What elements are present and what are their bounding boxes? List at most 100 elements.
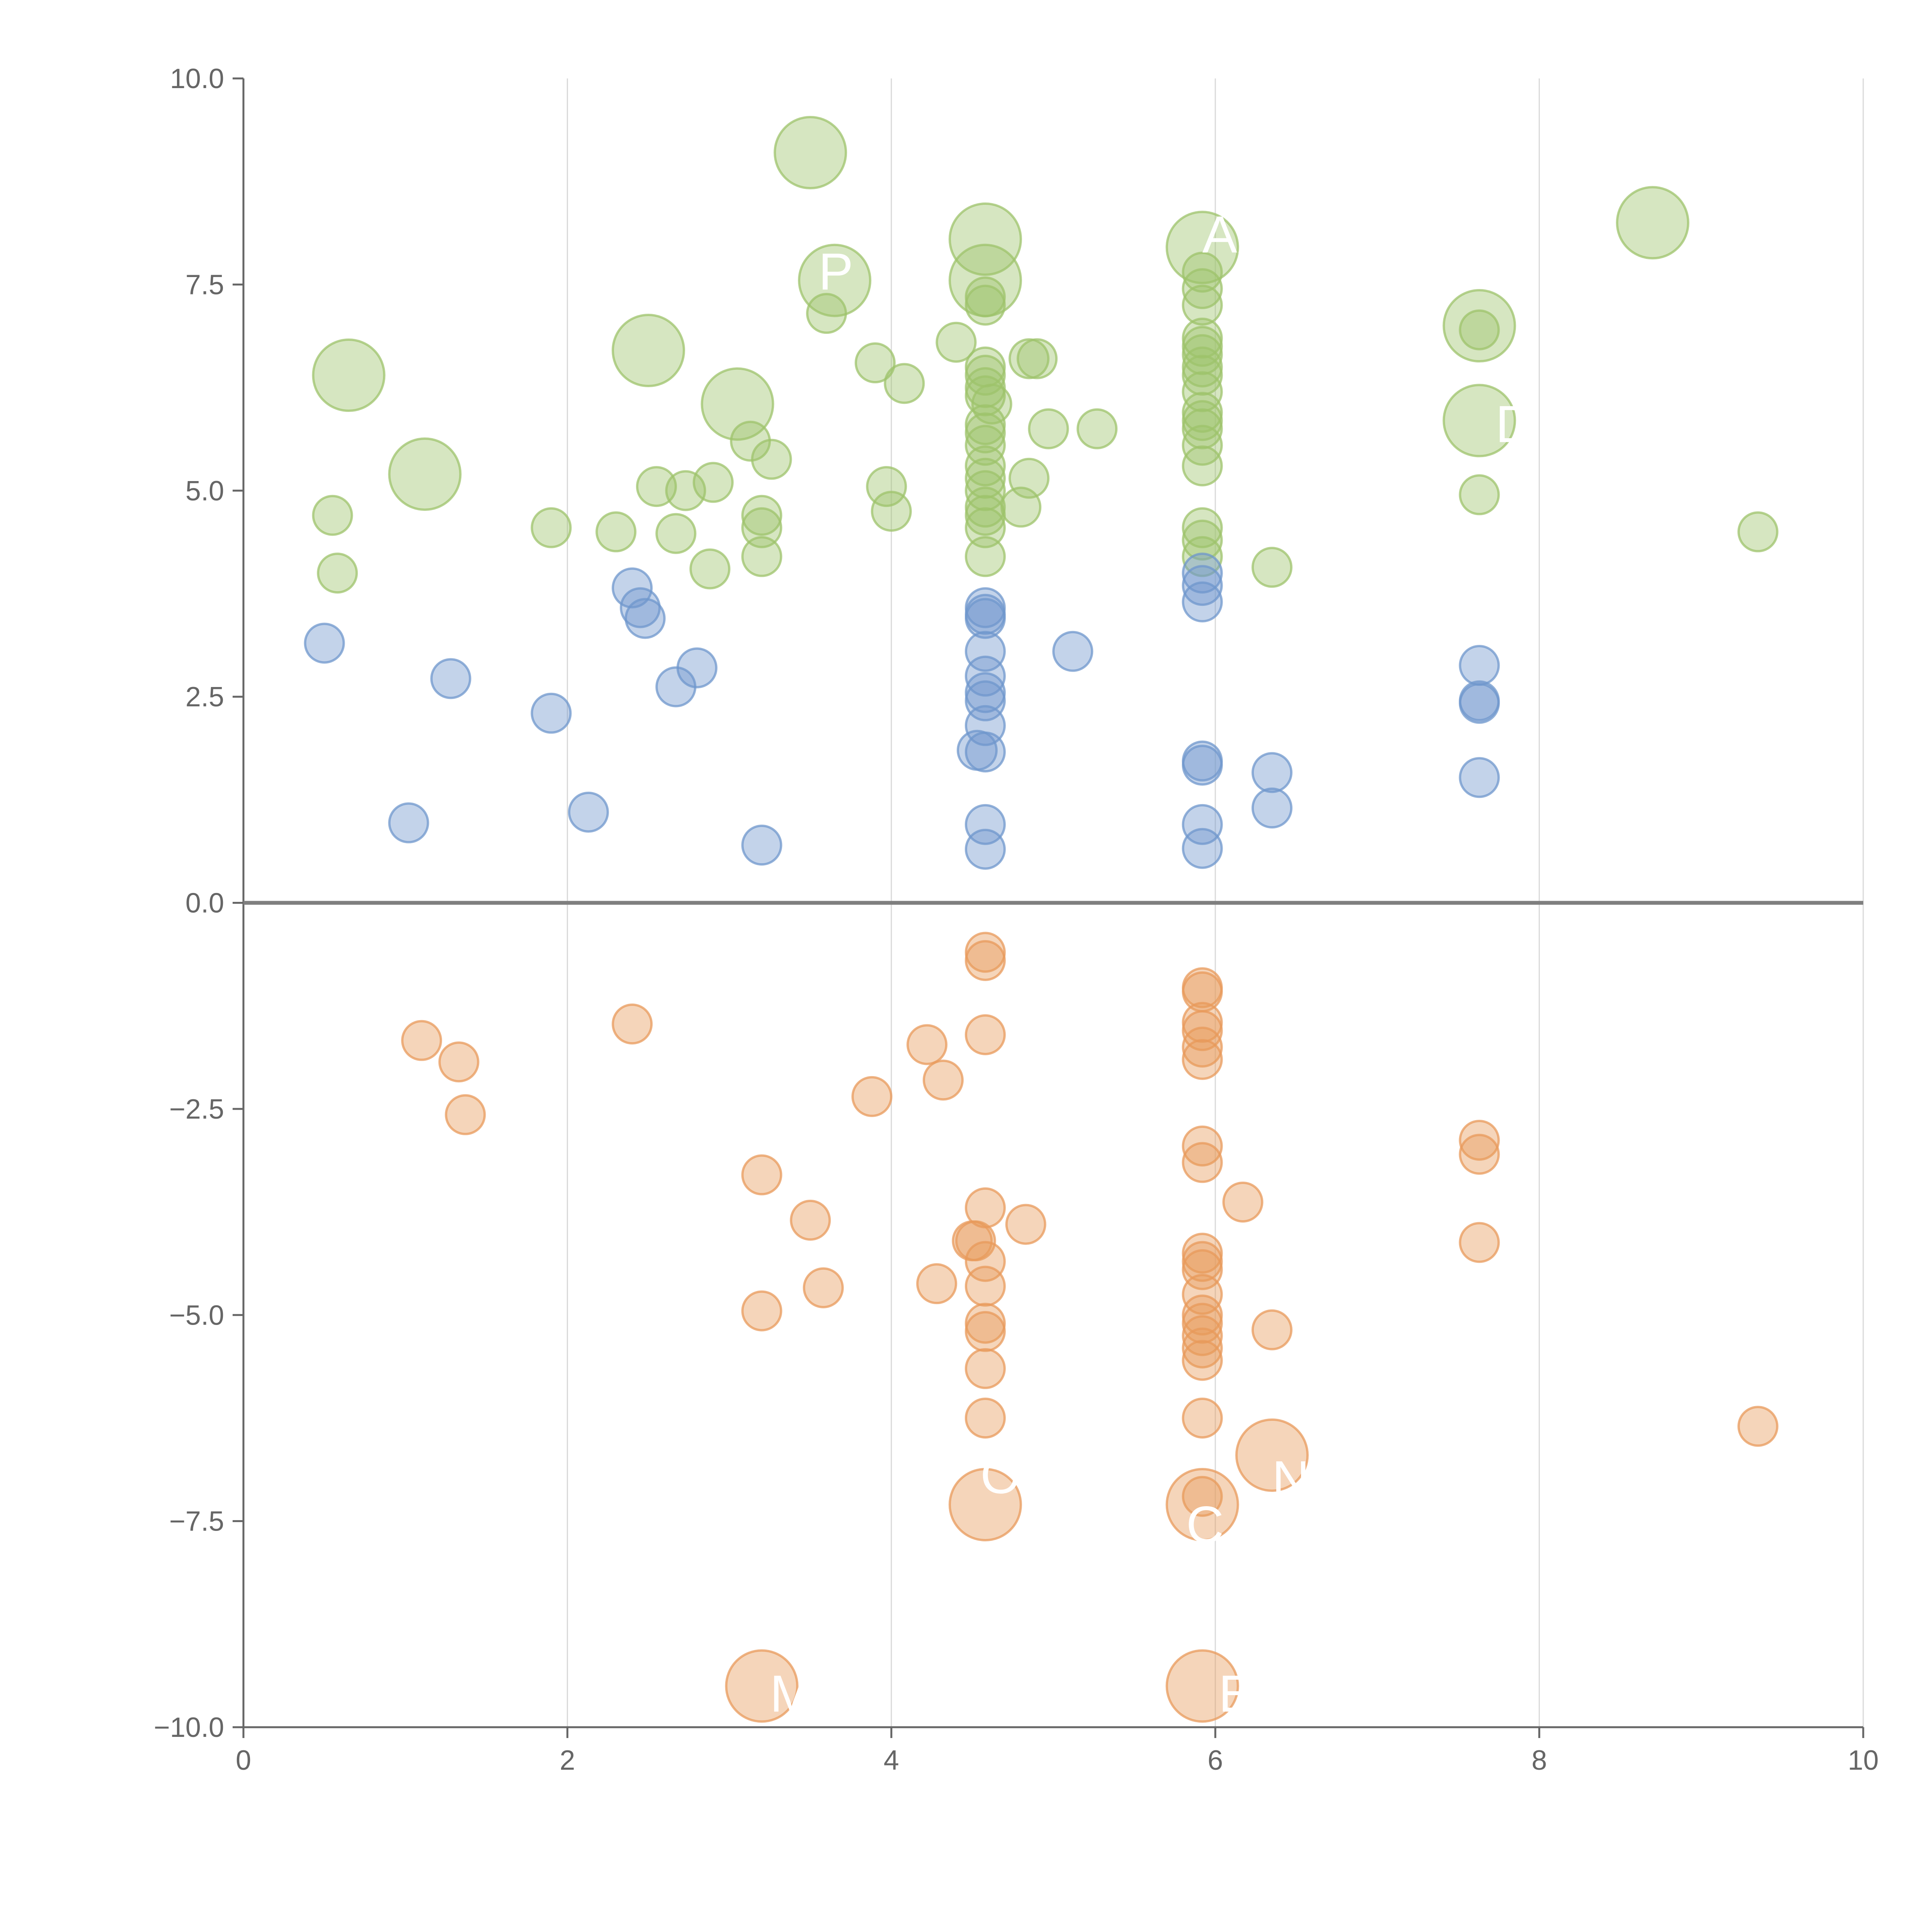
green-bubble xyxy=(854,342,896,384)
bubble-label: E xyxy=(1219,1665,1253,1723)
green-bubble xyxy=(312,338,386,412)
green-bubble xyxy=(665,470,706,511)
blue-bubble xyxy=(1052,631,1094,672)
bubble-label: D xyxy=(1495,395,1533,453)
blue-bubble xyxy=(388,802,429,844)
x-tick-label: 0 xyxy=(236,1745,251,1776)
y-tick-label: −5.0 xyxy=(169,1300,224,1331)
blue-bubble xyxy=(964,598,1006,639)
green-bubble xyxy=(388,437,462,511)
orange-bubble xyxy=(1005,1204,1046,1245)
blue-bubble xyxy=(620,587,661,628)
blue-bubble xyxy=(676,647,718,689)
green-bubble xyxy=(1182,268,1223,310)
green-bubble xyxy=(964,507,1006,548)
green-bubble xyxy=(1182,252,1223,293)
green-bubble xyxy=(1182,536,1223,577)
green-bubble xyxy=(1459,474,1500,515)
green-bubble xyxy=(751,439,792,480)
green-bubble xyxy=(1459,309,1500,350)
orange-bubble xyxy=(851,1076,893,1117)
orange-bubble xyxy=(1182,1039,1223,1080)
orange-bubble xyxy=(725,1649,799,1723)
green-bubble xyxy=(689,548,731,590)
orange-bubble xyxy=(948,1468,1022,1541)
blue-bubble xyxy=(964,804,1006,845)
bubble-label: P xyxy=(818,242,853,301)
green-bubble xyxy=(798,243,872,317)
orange-bubble xyxy=(955,1220,996,1262)
blue-bubble xyxy=(304,622,345,664)
green-bubble xyxy=(964,284,1006,326)
x-tick-label: 8 xyxy=(1532,1745,1547,1776)
orange-bubble xyxy=(1459,1222,1500,1263)
green-bubble xyxy=(1182,507,1223,548)
orange-bubble xyxy=(1182,1274,1223,1315)
green-bubble xyxy=(741,507,782,548)
x-tick-label: 6 xyxy=(1208,1745,1223,1776)
orange-bubble xyxy=(741,1290,782,1332)
green-bubble xyxy=(1251,547,1293,588)
orange-bubble xyxy=(1251,1309,1293,1350)
green-bubble xyxy=(1182,284,1223,326)
orange-bubble xyxy=(964,1014,1006,1055)
green-bubble xyxy=(964,470,1006,511)
data-bubbles xyxy=(304,116,1779,1723)
green-bubble xyxy=(866,466,907,507)
orange-bubble xyxy=(612,1003,653,1045)
blue-bubble xyxy=(624,598,666,639)
orange-bubble xyxy=(964,1397,1006,1439)
green-bubble xyxy=(1017,338,1058,379)
orange-bubble xyxy=(964,1241,1006,1282)
orange-bubble xyxy=(790,1199,831,1241)
blue-bubble xyxy=(964,828,1006,870)
orange-bubble xyxy=(1459,1134,1500,1175)
orange-bubble xyxy=(1165,1649,1239,1723)
green-bubble xyxy=(935,321,977,363)
blue-bubble xyxy=(1182,828,1223,869)
blue-bubble xyxy=(741,825,782,866)
orange-bubble xyxy=(1182,1327,1223,1369)
y-tick-label: 0.0 xyxy=(185,888,224,919)
bubble-label: C xyxy=(1186,1495,1224,1554)
green-bubble xyxy=(1182,355,1223,396)
green-bubble xyxy=(971,383,1012,425)
orange-bubble xyxy=(964,1311,1006,1352)
x-tick-label: 2 xyxy=(560,1745,575,1776)
blue-bubble xyxy=(1182,745,1223,786)
green-bubble xyxy=(948,202,1022,276)
orange-bubble xyxy=(445,1094,486,1135)
y-tick-label: 7.5 xyxy=(185,269,224,300)
bubble-labels: AX P D N M E C O xyxy=(770,205,1533,1723)
orange-bubble xyxy=(1235,1418,1309,1492)
blue-bubble xyxy=(1459,757,1500,798)
green-bubble xyxy=(871,491,912,532)
orange-bubble xyxy=(1182,1397,1223,1439)
bubble-label: M xyxy=(770,1665,813,1723)
bubble-label: O xyxy=(980,1446,1021,1504)
green-bubble xyxy=(1737,511,1779,553)
green-bubble xyxy=(317,553,358,594)
orange-bubble xyxy=(803,1267,844,1308)
orange-bubble xyxy=(964,1348,1006,1389)
green-bubble xyxy=(884,363,925,404)
orange-bubble xyxy=(1182,1315,1223,1356)
orange-bubble xyxy=(438,1041,480,1083)
green-bubble xyxy=(1182,334,1223,375)
orange-bubble xyxy=(1182,1142,1223,1183)
orange-bubble xyxy=(1182,1476,1223,1517)
green-bubble xyxy=(964,375,1006,417)
green-bubble xyxy=(774,116,847,190)
orange-bubble xyxy=(1165,1468,1239,1541)
green-bubble xyxy=(1182,445,1223,486)
green-bubble xyxy=(964,457,1006,499)
green-bubble xyxy=(741,536,782,577)
orange-bubble xyxy=(1182,1303,1223,1344)
blue-bubble xyxy=(1182,804,1223,845)
green-bubble xyxy=(964,445,1006,486)
orange-bubble xyxy=(964,1187,1006,1228)
blue-bubble xyxy=(964,655,1006,697)
y-tick-label: 2.5 xyxy=(185,682,224,713)
green-bubble xyxy=(1182,425,1223,466)
